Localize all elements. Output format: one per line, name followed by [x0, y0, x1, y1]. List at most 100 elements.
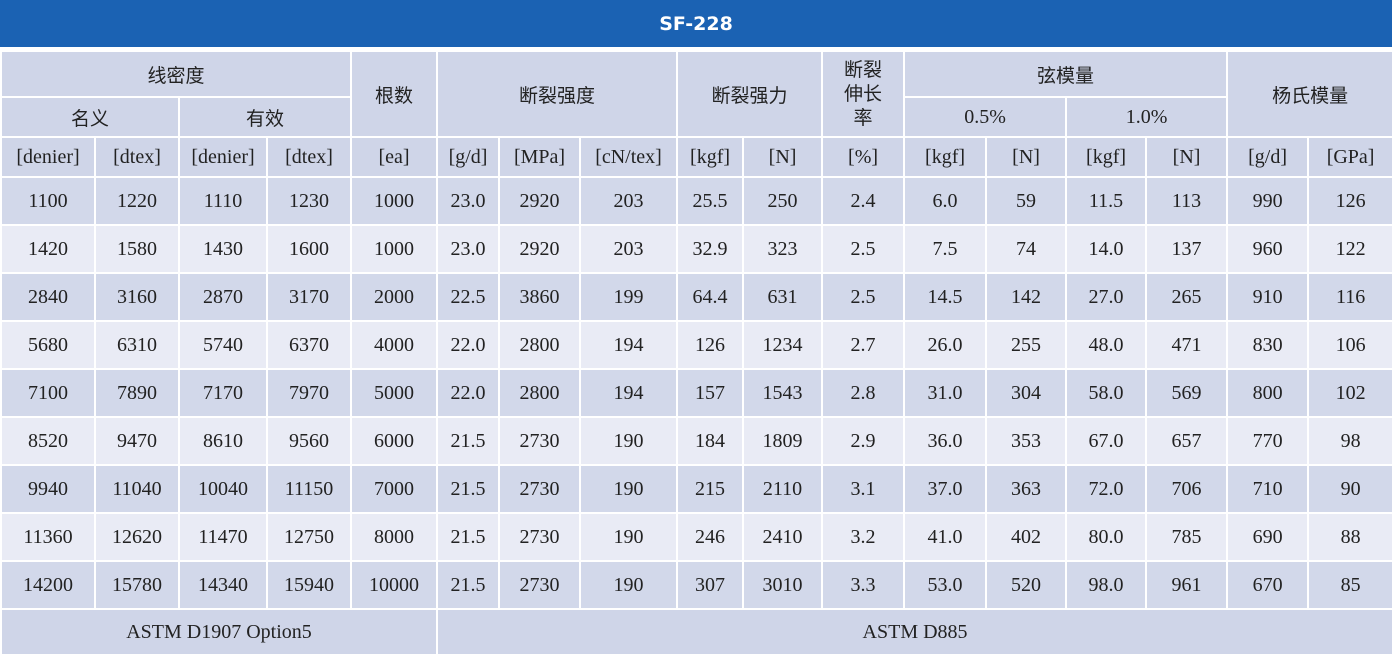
table-cell: 7100: [0, 368, 96, 418]
table-cell: 910: [1226, 272, 1310, 322]
table-cell: 11.5: [1065, 176, 1148, 226]
table-title: SF-228: [0, 0, 1392, 47]
table-cell: 2110: [742, 464, 824, 514]
table-cell: 190: [579, 512, 679, 562]
table-cell: 7170: [178, 368, 268, 418]
header-chord-05: 0.5%: [903, 96, 1068, 138]
table-cell: 2800: [498, 368, 582, 418]
table-cell: 3.2: [821, 512, 906, 562]
table-cell: 14340: [178, 560, 268, 610]
unit-cell: [N]: [742, 136, 824, 178]
table-cell: 265: [1145, 272, 1229, 322]
table-cell: 142: [985, 272, 1068, 322]
unit-cell: [kgf]: [1065, 136, 1148, 178]
table-cell: 1110: [178, 176, 268, 226]
table-cell: 23.0: [436, 176, 501, 226]
table-cell: 710: [1226, 464, 1310, 514]
table-cell: 5000: [350, 368, 439, 418]
table-cell: 9560: [265, 416, 353, 466]
table-cell: 363: [985, 464, 1068, 514]
table-cell: 1580: [94, 224, 180, 274]
table-cell: 3.1: [821, 464, 906, 514]
table-cell: 36.0: [903, 416, 988, 466]
header-youngs-modulus: 杨氏模量: [1226, 50, 1392, 138]
unit-cell: [GPa]: [1307, 136, 1392, 178]
table-cell: 21.5: [436, 512, 501, 562]
table-cell: 323: [742, 224, 824, 274]
table-cell: 3010: [742, 560, 824, 610]
table-cell: 113: [1145, 176, 1229, 226]
table-cell: 10040: [178, 464, 268, 514]
table-cell: 1600: [265, 224, 353, 274]
table-cell: 11150: [265, 464, 353, 514]
table-cell: 21.5: [436, 416, 501, 466]
table-cell: 2000: [350, 272, 439, 322]
table-cell: 9940: [0, 464, 96, 514]
table-cell: 53.0: [903, 560, 988, 610]
table-cell: 2730: [498, 512, 582, 562]
table-cell: 6310: [94, 320, 180, 370]
table-cell: 3860: [498, 272, 582, 322]
table-row: 2840 3160 2870 3170 2000 22.5 3860 199 64.4 631 2.…: [0, 272, 1392, 322]
unit-cell: [%]: [821, 136, 906, 178]
unit-cell: [g/d]: [436, 136, 501, 178]
table-cell: 569: [1145, 368, 1229, 418]
table-cell: 25.5: [676, 176, 745, 226]
table-cell: 59: [985, 176, 1068, 226]
table-cell: 1220: [94, 176, 180, 226]
table-cell: 2.9: [821, 416, 906, 466]
table-cell: 2.7: [821, 320, 906, 370]
table-cell: 7000: [350, 464, 439, 514]
units-row: [denier] [dtex] [denier] [dtex] [ea] [g/…: [0, 136, 1392, 178]
footer-standard-linear-density: ASTM D1907 Option5: [0, 608, 439, 656]
table-cell: 2800: [498, 320, 582, 370]
table-cell: 194: [579, 368, 679, 418]
table-cell: 2410: [742, 512, 824, 562]
table-cell: 85: [1307, 560, 1392, 610]
table-cell: 15780: [94, 560, 180, 610]
table-cell: 88: [1307, 512, 1392, 562]
table-cell: 41.0: [903, 512, 988, 562]
table-cell: 520: [985, 560, 1068, 610]
table-row: 1420 1580 1430 1600 1000 23.0 2920 203 32.9 323 2.…: [0, 224, 1392, 274]
table-cell: 80.0: [1065, 512, 1148, 562]
table-cell: 1430: [178, 224, 268, 274]
table-cell: 2730: [498, 560, 582, 610]
table-cell: 2.4: [821, 176, 906, 226]
header-elongation: 断裂 伸长率: [821, 50, 906, 138]
table-cell: 15940: [265, 560, 353, 610]
table-cell: 785: [1145, 512, 1229, 562]
table-cell: 22.5: [436, 272, 501, 322]
table-row: 14200 15780 14340 15940 10000 21.5 2730 190 307 3…: [0, 560, 1392, 610]
table-cell: 2870: [178, 272, 268, 322]
header-row-1: 线密度 根数 断裂强度 断裂强力 断裂 伸长率 弦模量 杨氏模量: [0, 50, 1392, 138]
table-cell: 246: [676, 512, 745, 562]
table-cell: 190: [579, 560, 679, 610]
table-cell: 1543: [742, 368, 824, 418]
table-cell: 122: [1307, 224, 1392, 274]
table-cell: 5740: [178, 320, 268, 370]
table-cell: 126: [1307, 176, 1392, 226]
table-cell: 26.0: [903, 320, 988, 370]
table-cell: 14.5: [903, 272, 988, 322]
table-cell: 1809: [742, 416, 824, 466]
header-linear-density: 线密度: [0, 50, 353, 98]
table-cell: 184: [676, 416, 745, 466]
table-cell: 21.5: [436, 464, 501, 514]
table-cell: 1000: [350, 224, 439, 274]
table-cell: 102: [1307, 368, 1392, 418]
table-cell: 830: [1226, 320, 1310, 370]
table-cell: 1234: [742, 320, 824, 370]
table-cell: 98.0: [1065, 560, 1148, 610]
header-chord-modulus: 弦模量: [903, 50, 1229, 98]
table-cell: 106: [1307, 320, 1392, 370]
table-cell: 5680: [0, 320, 96, 370]
table-cell: 72.0: [1065, 464, 1148, 514]
table-cell: 6000: [350, 416, 439, 466]
table-cell: 32.9: [676, 224, 745, 274]
unit-cell: [cN/tex]: [579, 136, 679, 178]
table-cell: 471: [1145, 320, 1229, 370]
table-cell: 11470: [178, 512, 268, 562]
table-cell: 116: [1307, 272, 1392, 322]
table-cell: 22.0: [436, 368, 501, 418]
